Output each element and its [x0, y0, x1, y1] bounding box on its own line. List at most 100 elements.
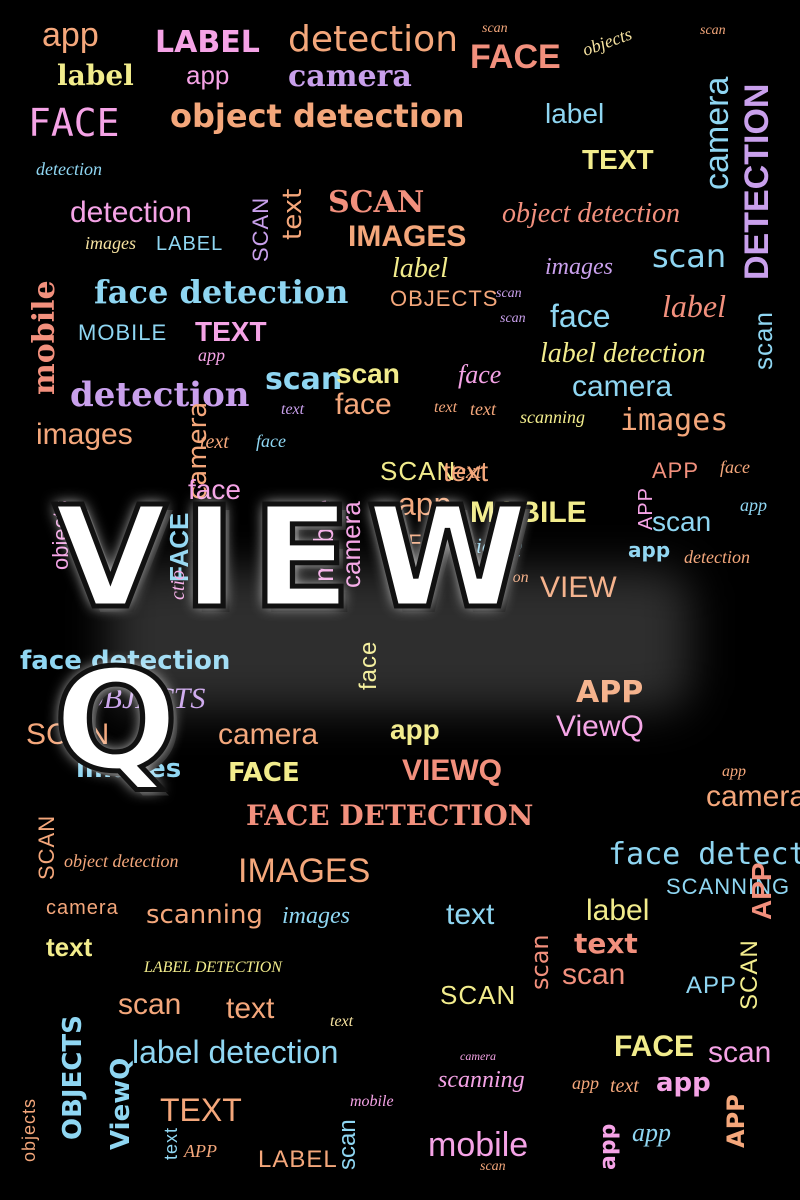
word-114: LABEL DETECTION — [144, 959, 282, 976]
word-33: scan — [496, 286, 522, 301]
word-135: app — [656, 1068, 711, 1098]
word-41: app — [198, 345, 225, 365]
word-37: TEXT — [195, 316, 267, 347]
word-127: FACE — [614, 1030, 695, 1063]
word-25: SCAN — [248, 196, 273, 262]
word-69: app — [398, 486, 452, 522]
word-7: MOBILE — [657, 57, 694, 185]
word-19: detection — [70, 196, 192, 229]
word-39: scan — [500, 311, 526, 326]
word-85: OBJECTS — [82, 682, 206, 715]
word-76: scan — [652, 506, 712, 537]
word-107: camera — [46, 897, 119, 919]
word-8: scan — [700, 23, 726, 38]
word-73: viewQ — [466, 533, 523, 558]
word-111: label — [586, 894, 650, 927]
word-103: face detection — [608, 837, 800, 872]
word-10: camera — [288, 59, 412, 94]
word-61: SCAN — [380, 456, 457, 486]
word-64: APP — [652, 458, 700, 483]
word-46: detection — [70, 375, 250, 415]
word-50: scanning — [520, 407, 585, 427]
word-96: mobile — [503, 746, 628, 790]
word-83: VIEW — [540, 571, 617, 604]
word-40: scan — [748, 311, 778, 370]
word-144: LABEL — [258, 1146, 338, 1173]
word-136: APP — [722, 1094, 750, 1148]
word-134: text — [610, 1075, 639, 1097]
word-89: SCAN — [26, 718, 110, 751]
word-59: text — [450, 458, 482, 483]
word-9: label — [57, 59, 134, 92]
word-142: APP — [184, 1141, 217, 1161]
word-102: text — [365, 796, 425, 834]
word-32: OBJECTS — [390, 286, 499, 311]
word-60: face — [256, 431, 286, 451]
word-95: VIEWQ — [402, 754, 503, 787]
word-143: app — [596, 1123, 621, 1170]
word-100: label — [67, 796, 145, 834]
word-47: face — [458, 360, 502, 389]
word-97: app — [722, 763, 746, 780]
logo-text: VIEW Q — [51, 475, 544, 806]
word-24: images — [85, 233, 136, 253]
word-66: face — [188, 474, 241, 505]
word-105: IMAGES — [238, 852, 371, 890]
word-1: LABEL — [155, 25, 260, 60]
word-126: camera — [460, 1049, 496, 1063]
word-117: scan — [526, 934, 554, 990]
word-118: scan — [562, 958, 626, 991]
word-113: text — [46, 932, 93, 962]
word-70: text — [192, 527, 218, 547]
word-17: TEXT — [582, 144, 654, 175]
word-98: camera — [706, 780, 800, 813]
word-4: app — [186, 60, 230, 90]
word-116: text — [574, 927, 638, 960]
word-49: text — [434, 399, 458, 416]
logo-glow — [110, 570, 690, 710]
word-56: text — [200, 431, 229, 453]
word-139: mobile — [350, 1093, 394, 1110]
word-29: label — [392, 253, 448, 284]
word-109: images — [282, 903, 350, 929]
word-62: text — [443, 456, 489, 487]
word-78: app — [628, 538, 671, 562]
word-53: text — [470, 399, 496, 419]
word-26: IMAGES — [348, 220, 467, 253]
word-108: scanning — [146, 900, 263, 930]
word-137: app — [632, 1118, 671, 1147]
word-0: app — [42, 16, 99, 54]
word-87: APP — [576, 675, 644, 710]
word-18: detection — [36, 159, 102, 179]
word-52: images — [36, 418, 133, 451]
word-30: images — [545, 254, 613, 280]
word-72: FACE — [408, 530, 470, 555]
word-86: mobile — [369, 674, 477, 712]
word-74: MOBILE — [470, 496, 587, 529]
word-38: OBJECTS — [307, 316, 500, 360]
word-92: ViewQ — [556, 710, 644, 743]
word-16: OBJECT DETECTION — [149, 143, 586, 190]
word-129: label detection — [132, 1034, 339, 1070]
word-124: text — [330, 1013, 354, 1030]
word-11: FACE — [28, 101, 120, 145]
word-132: scanning — [438, 1067, 525, 1093]
word-115: mobile — [195, 946, 297, 982]
word-48: text — [281, 401, 305, 418]
word-130: OBJECTS — [58, 1015, 88, 1140]
word-28: mobile — [27, 280, 62, 395]
word-79: detection — [684, 547, 750, 567]
word-36: MOBILE — [78, 320, 168, 345]
word-147: scan — [480, 1159, 506, 1174]
word-20: SCAN — [328, 185, 425, 220]
word-93: images — [76, 754, 182, 784]
word-13: label — [545, 98, 605, 129]
word-27: scan — [652, 237, 727, 275]
word-44: scan — [336, 358, 400, 389]
word-104: object detection — [64, 851, 179, 871]
word-12: object detection — [170, 97, 465, 135]
word-51: images — [620, 403, 729, 438]
word-35: label — [662, 288, 726, 324]
word-110: text — [446, 898, 495, 931]
